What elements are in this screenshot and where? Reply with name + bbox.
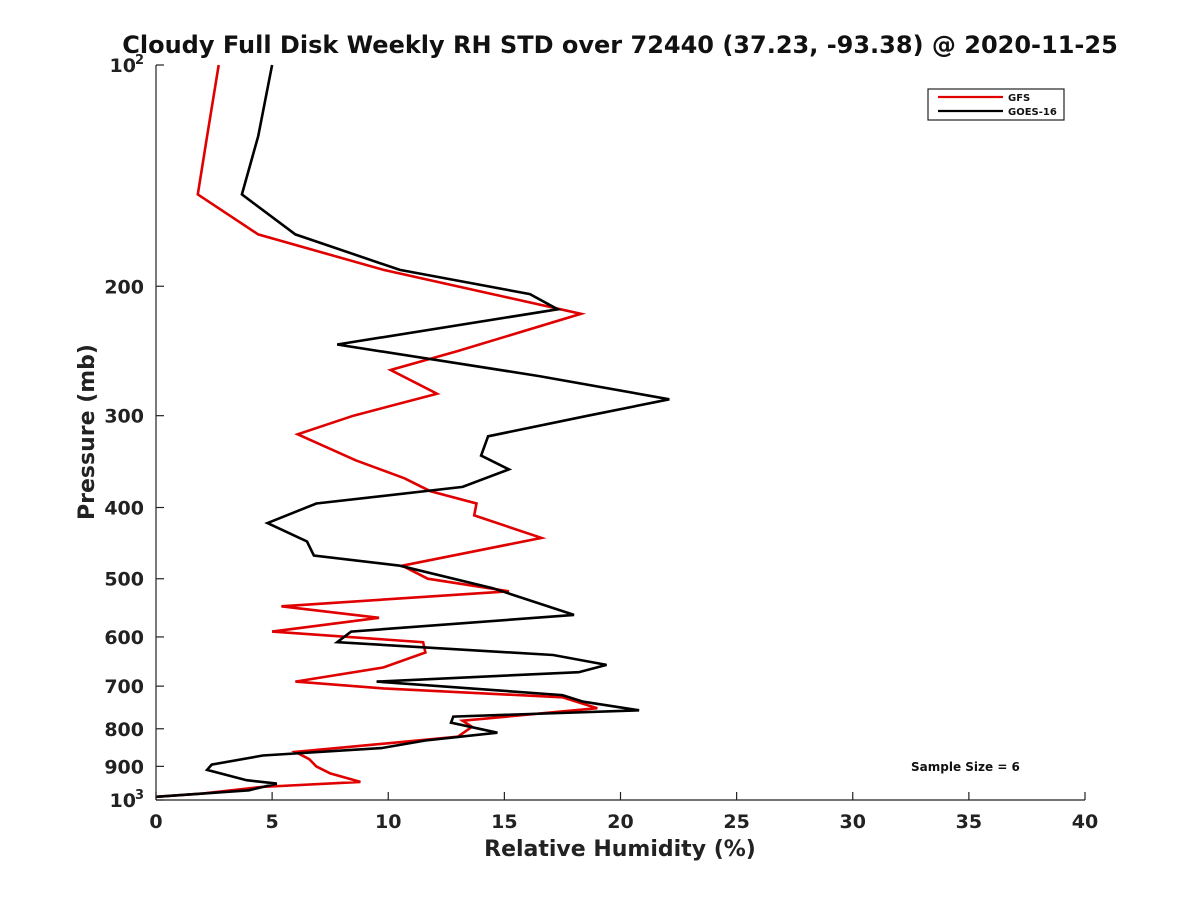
x-tick-label: 5 (266, 811, 279, 833)
x-tick-label: 35 (956, 811, 982, 833)
y-tick-label: 10 (110, 790, 136, 812)
x-tick-label: 0 (149, 811, 162, 833)
y-tick-label: 300 (104, 406, 144, 428)
x-tick-label: 15 (491, 811, 517, 833)
legend-label-gfs: GFS (1008, 93, 1030, 104)
series-line-goes16 (155, 64, 670, 799)
y-axis-label: Pressure (mb) (75, 344, 100, 520)
x-tick-label: 40 (1072, 811, 1098, 833)
x-ticks: 0 5 10 15 20 25 30 35 40 (149, 792, 1098, 833)
y-tick-label: 900 (104, 756, 144, 778)
x-tick-label: 10 (375, 811, 401, 833)
plot-area: 0 5 10 15 20 25 30 35 40 10220030040050060070080… (104, 53, 1098, 833)
y-tick-label: 800 (104, 719, 144, 741)
legend: GFS GOES-16 (927, 88, 1065, 121)
series-layer (155, 64, 670, 799)
y-tick-label: 600 (104, 627, 144, 649)
chart-title: Cloudy Full Disk Weekly RH STD over 7244… (122, 31, 1118, 59)
y-tick-label: 400 (104, 498, 144, 520)
x-tick-label: 20 (607, 811, 633, 833)
legend-label-goes16: GOES-16 (1008, 107, 1057, 118)
y-tick-exponent: 2 (135, 53, 144, 68)
sample-size-annotation: Sample Size = 6 (911, 760, 1020, 774)
y-tick-label: 500 (104, 569, 144, 591)
y-tick-label: 200 (104, 276, 144, 298)
legend-box (927, 88, 1065, 121)
y-tick-exponent: 3 (135, 788, 144, 803)
x-tick-label: 25 (723, 811, 749, 833)
plot-background (156, 65, 1085, 800)
x-axis-label: Relative Humidity (%) (484, 837, 756, 862)
y-tick-label: 700 (104, 676, 144, 698)
x-tick-label: 30 (840, 811, 866, 833)
y-tick-label: 10 (110, 55, 136, 77)
